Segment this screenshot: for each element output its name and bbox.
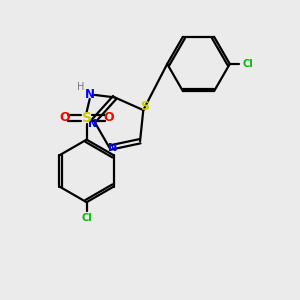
Text: Cl: Cl: [81, 213, 92, 223]
Text: H: H: [77, 82, 85, 92]
Text: N: N: [108, 143, 117, 153]
Text: Cl: Cl: [242, 59, 253, 69]
Text: S: S: [140, 100, 149, 113]
Text: O: O: [103, 111, 114, 124]
Text: O: O: [59, 111, 70, 124]
Text: N: N: [85, 88, 95, 101]
Text: N: N: [88, 119, 97, 129]
Text: S: S: [82, 111, 92, 125]
